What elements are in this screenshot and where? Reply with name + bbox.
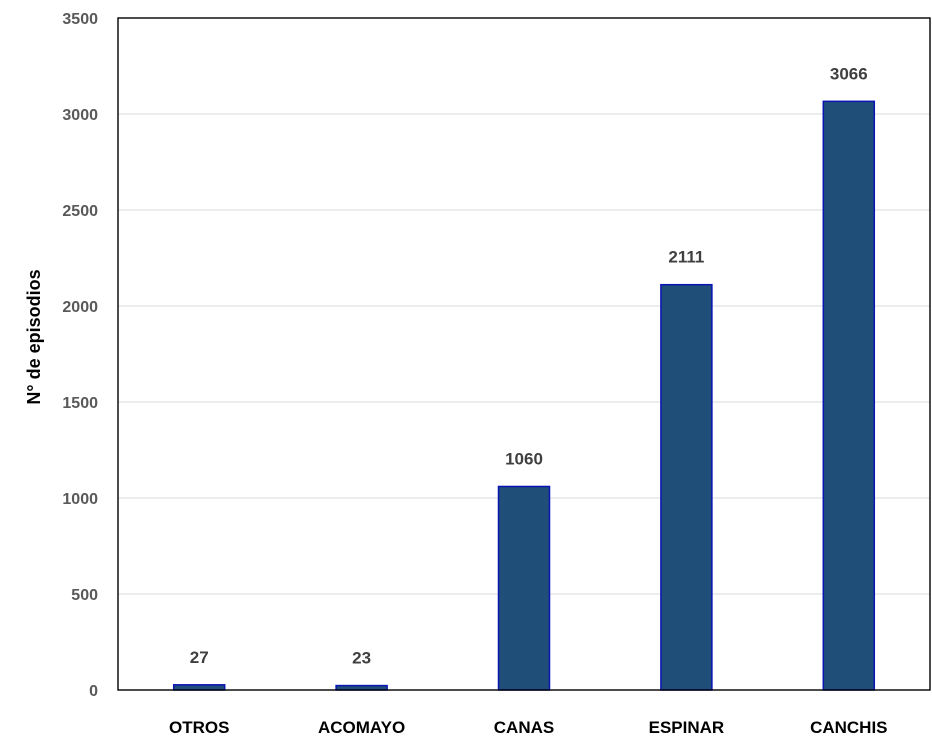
y-tick-label: 2500 [62, 203, 98, 220]
x-tick-label: ACOMAYO [318, 718, 405, 737]
x-tick-label: OTROS [169, 718, 229, 737]
y-tick-label: 2000 [62, 299, 98, 316]
bar [822, 100, 876, 691]
data-label: 2111 [668, 248, 704, 267]
x-tick-label: CANAS [494, 718, 554, 737]
bar [660, 283, 713, 691]
bar [172, 684, 226, 691]
data-labels: 27 23 1060 2111 3066 [190, 64, 868, 667]
bars [172, 100, 876, 691]
gridlines [118, 113, 930, 595]
data-label: 23 [352, 649, 371, 668]
y-tick-label: 0 [89, 683, 98, 700]
data-label: 1060 [505, 449, 543, 468]
y-tick-label: 3500 [62, 11, 98, 28]
data-label: 3066 [830, 64, 868, 83]
bar [497, 485, 551, 691]
y-axis-ticks: 0 500 1000 1500 2000 2500 3000 3500 [62, 11, 98, 700]
x-axis-categories: OTROS ACOMAYO CANAS ESPINAR CANCHIS [169, 718, 888, 737]
data-label: 27 [190, 648, 209, 667]
x-tick-label: CANCHIS [810, 718, 887, 737]
y-tick-label: 500 [71, 587, 98, 604]
y-tick-label: 3000 [62, 107, 98, 124]
y-tick-label: 1500 [62, 395, 98, 412]
plot-frame [117, 17, 931, 691]
x-tick-label: ESPINAR [649, 718, 725, 737]
y-tick-label: 1000 [62, 491, 98, 508]
y-axis-title: N° de episodios [24, 269, 44, 404]
